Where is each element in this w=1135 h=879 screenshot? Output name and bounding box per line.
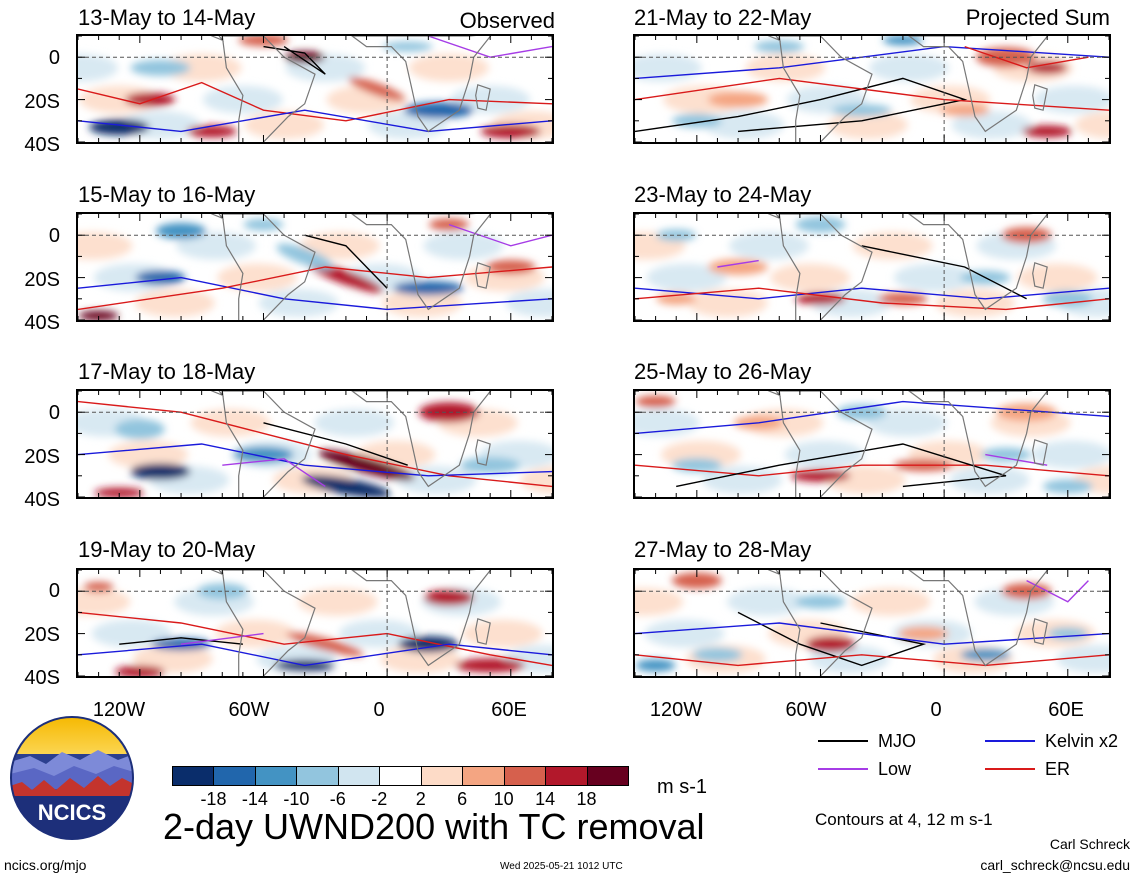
- colorbar-tick-label: -18: [200, 789, 227, 809]
- map-plot: [633, 212, 1111, 322]
- y-tick-label: 20S: [24, 269, 60, 291]
- map-plot: [76, 389, 554, 499]
- panel-tag: Observed: [459, 8, 555, 33]
- colorbar-cell: [213, 766, 256, 786]
- colorbar-cell: [503, 766, 547, 786]
- y-tick-label: 20S: [24, 446, 60, 468]
- map-plot: [633, 34, 1111, 144]
- map-plot: [76, 568, 554, 678]
- legend-swatch-er: [985, 768, 1035, 770]
- y-tick-label: 20S: [24, 91, 60, 113]
- panel-title: 19-May to 20-May: [78, 537, 256, 562]
- colorbar: [172, 766, 629, 786]
- panel-title: 15-May to 16-May: [78, 182, 256, 207]
- colorbar-tick-label: 18: [576, 789, 597, 809]
- map-plot: [76, 212, 554, 322]
- y-tick-label: 40S: [24, 134, 60, 156]
- colorbar-tick-label: -2: [371, 789, 388, 809]
- y-tick-label: 0: [48, 402, 60, 424]
- colorbar-cell: [337, 766, 381, 786]
- panel-title: 17-May to 18-May: [78, 359, 256, 384]
- x-tick-label: 60W: [785, 699, 827, 721]
- ncics-logo: NCICS: [10, 716, 134, 840]
- y-tick-label: 40S: [24, 667, 60, 689]
- colorbar-cell: [462, 766, 505, 786]
- panel-title: 13-May to 14-May: [78, 5, 256, 30]
- footer-timestamp: Wed 2025-05-21 1012 UTC: [500, 861, 623, 872]
- x-tick-label: 120W: [649, 699, 703, 721]
- legend-label: MJO: [878, 731, 916, 751]
- map-plot: [76, 34, 554, 144]
- colorbar-tick-label: 2: [415, 789, 426, 809]
- panel-title: 21-May to 22-May: [634, 5, 812, 30]
- y-tick-label: 40S: [24, 489, 60, 511]
- panel-title: 23-May to 24-May: [634, 182, 812, 207]
- map-plot: [633, 389, 1111, 499]
- footer-url: ncics.org/mjo: [4, 857, 87, 873]
- legend-label: Kelvin x2: [1045, 731, 1119, 751]
- colorbar-units: m s-1: [657, 776, 707, 798]
- legend-swatch-mjo: [818, 740, 868, 742]
- x-tick-label: 60W: [228, 699, 270, 721]
- colorbar-tick-label: -10: [283, 789, 310, 809]
- colorbar-cell: [586, 766, 629, 786]
- colorbar-tick-label: 6: [457, 789, 468, 809]
- panel-title: 27-May to 28-May: [634, 537, 812, 562]
- colorbar-tick-label: 10: [493, 789, 514, 809]
- colorbar-cell: [420, 766, 464, 786]
- x-tick-label: 0: [373, 699, 385, 721]
- panel-tag: Projected Sum: [965, 5, 1110, 30]
- colorbar-tick-label: -6: [329, 789, 346, 809]
- y-tick-label: 40S: [24, 312, 60, 334]
- footer-author: Carl Schreck: [1049, 836, 1130, 852]
- y-tick-label: 0: [48, 47, 60, 69]
- y-tick-label: 0: [48, 580, 60, 602]
- y-tick-label: 20S: [24, 624, 60, 646]
- colorbar-tick-label: 14: [535, 789, 556, 809]
- x-tick-label: 60E: [491, 699, 527, 721]
- colorbar-cell: [296, 766, 339, 786]
- map-plot: [633, 568, 1111, 678]
- footer-email: carl_schreck@ncsu.edu: [980, 857, 1130, 873]
- contours-note: Contours at 4, 12 m s-1: [815, 810, 993, 829]
- legend-label: ER: [1045, 759, 1071, 779]
- main-title: 2-day UWND200 with TC removal: [163, 806, 705, 847]
- colorbar-cell: [254, 766, 298, 786]
- y-tick-label: 0: [48, 225, 60, 247]
- colorbar-tick-label: -14: [241, 789, 268, 809]
- x-tick-label: 120W: [92, 699, 146, 721]
- colorbar-cell: [172, 766, 215, 786]
- colorbar-cell: [545, 766, 588, 786]
- legend-label: Low: [878, 759, 912, 779]
- legend-swatch-low: [818, 768, 868, 770]
- logo-text: NCICS: [38, 800, 106, 825]
- colorbar-cell: [379, 766, 422, 786]
- x-tick-label: 60E: [1048, 699, 1084, 721]
- legend-swatch-kelvin: [985, 740, 1035, 742]
- x-tick-label: 0: [930, 699, 942, 721]
- panel-title: 25-May to 26-May: [634, 359, 812, 384]
